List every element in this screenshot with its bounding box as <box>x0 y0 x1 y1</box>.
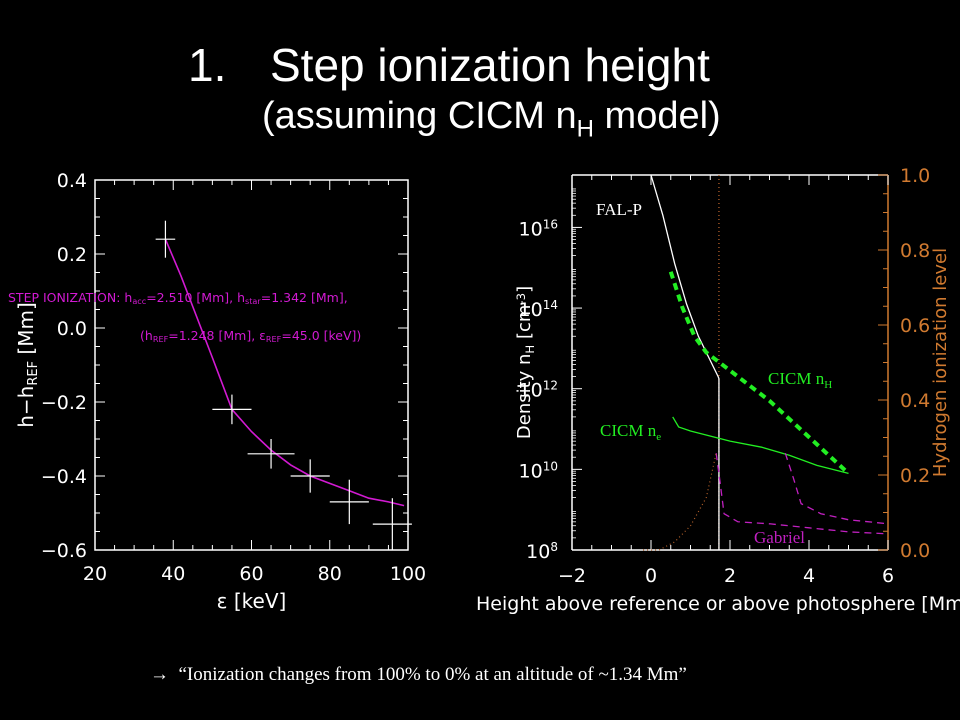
right-y2-tick-label: 0.6 <box>900 315 930 337</box>
right-series-label: FAL-P <box>596 200 642 219</box>
slide-subtitle: (assuming CICM nH model) <box>262 95 721 144</box>
left-x-tick-label: 20 <box>83 563 107 585</box>
right-series-label: CICM ne <box>600 421 661 443</box>
right-series-line-3 <box>715 453 889 535</box>
right-series-label: Gabriel <box>754 528 805 547</box>
right-y2-tick-label: 0.2 <box>900 465 930 487</box>
right-x-tick-label: 4 <box>803 565 815 587</box>
left-y-tick-label: 0.2 <box>57 244 87 266</box>
footer-quote: → “Ionization changes from 100% to 0% at… <box>150 664 687 686</box>
right-x-tick-label: −2 <box>558 565 586 587</box>
left-y-tick-label: −0.6 <box>41 540 87 562</box>
left-annotation-line2: (hREF=1.248 [Mm], εREF=45.0 [keV]) <box>140 328 361 344</box>
left-x-tick-label: 100 <box>390 563 426 585</box>
left-x-tick-label: 60 <box>239 563 263 585</box>
right-y2-tick-label: 0.4 <box>900 390 930 412</box>
right-y2-tick-label: 1.0 <box>900 165 930 187</box>
left-y-tick-label: 0.4 <box>57 170 87 192</box>
right-x-tick-label: 2 <box>724 565 736 587</box>
footer-text: “Ionization changes from 100% to 0% at a… <box>178 664 687 685</box>
left-annotation-line1: STEP IONIZATION: hacc=2.510 [Mm], hstar=… <box>8 290 348 306</box>
right-y2-axis-label: Hydrogen ionization level <box>930 248 951 477</box>
right-y-tick-label: 1010 <box>519 459 558 482</box>
subtitle-subscript: H <box>576 115 594 143</box>
subtitle-text-end: model) <box>593 95 721 137</box>
right-y-axis-label: Density nH [cm-3] <box>514 286 537 439</box>
right-x-tick-label: 6 <box>882 565 894 587</box>
right-series-line-4 <box>784 453 889 525</box>
title-number: 1. <box>188 39 227 91</box>
right-series-line-5 <box>643 453 717 551</box>
left-x-axis-label: ε [keV] <box>217 589 287 613</box>
left-x-tick-label: 40 <box>161 563 185 585</box>
left-x-tick-label: 80 <box>318 563 342 585</box>
title-text: Step ionization height <box>270 39 710 91</box>
right-series-label: CICM nH <box>768 369 832 391</box>
right-y2-tick-label: 0.0 <box>900 540 930 562</box>
arrow-icon: → <box>150 664 169 685</box>
left-fit-curve <box>164 238 405 507</box>
slide-title: 1. Step ionization height <box>188 38 710 92</box>
right-y-tick-label: 108 <box>526 540 558 563</box>
right-series-line-0 <box>650 174 720 550</box>
right-x-axis-label: Height above reference or above photosph… <box>476 593 960 615</box>
left-y-tick-label: 0.0 <box>57 318 87 340</box>
left-y-tick-label: −0.2 <box>41 392 87 414</box>
right-y2-tick-label: 0.8 <box>900 240 930 262</box>
left-y-axis-label: h−hREF [Mm] <box>14 302 41 428</box>
right-y-tick-label: 1016 <box>519 217 558 240</box>
right-series-line-2 <box>672 416 849 475</box>
right-x-tick-label: 0 <box>645 565 657 587</box>
subtitle-text: (assuming CICM n <box>262 95 577 137</box>
right-y-tick-label: 1012 <box>519 379 558 402</box>
left-y-tick-label: −0.4 <box>41 466 87 488</box>
right-y-tick-label: 1014 <box>519 298 558 321</box>
